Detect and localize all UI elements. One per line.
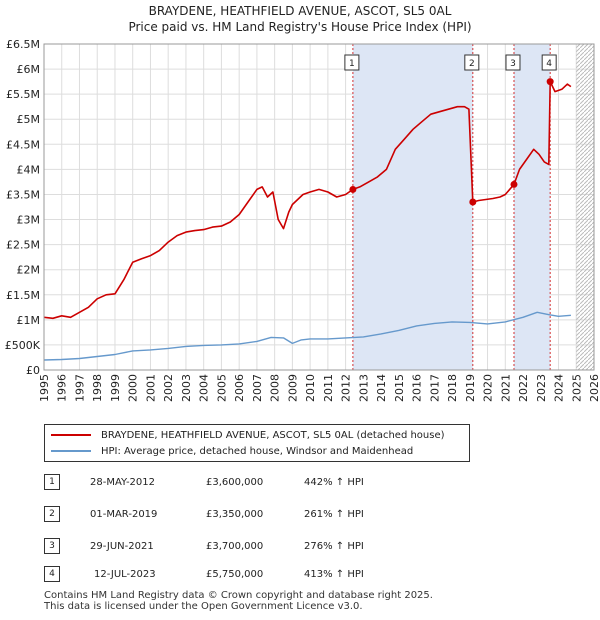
sale-hpi-change: 276% ↑ HPI [304, 541, 364, 552]
x-tick-label: 2018 [446, 374, 459, 402]
sale-price: £3,600,000 [206, 477, 264, 488]
x-tick-label: 2005 [215, 374, 228, 402]
ownership-span [352, 44, 473, 370]
x-tick-label: 2014 [375, 374, 388, 402]
sale-price: £3,700,000 [206, 541, 264, 552]
x-tick-label: 2026 [588, 374, 600, 402]
x-tick-label: 2009 [286, 374, 299, 402]
x-tick-label: 1995 [38, 374, 51, 402]
sale-hpi-change: 413% ↑ HPI [304, 569, 364, 580]
sale-point [469, 198, 477, 206]
y-tick-label: £3M [17, 214, 41, 227]
sale-price: £3,350,000 [206, 509, 264, 520]
sale-label-box [505, 54, 521, 71]
sale-number-badge: 2 [44, 506, 60, 522]
sale-number-badge: 1 [44, 474, 60, 490]
y-tick-label: £2.5M [6, 239, 40, 252]
footer-copyright: Contains HM Land Registry data © Crown c… [44, 590, 433, 601]
x-tick-label: 2017 [428, 374, 441, 402]
sale-hpi-change: 261% ↑ HPI [304, 509, 364, 520]
y-tick-label: £5.5M [6, 88, 40, 101]
x-tick-label: 2006 [233, 374, 246, 402]
y-tick-label: £4M [17, 163, 41, 176]
y-tick-label: £0 [26, 364, 40, 377]
plot-frame [43, 43, 595, 371]
property-price-line [44, 80, 572, 320]
y-tick-label: £6.5M [6, 38, 40, 51]
footer-licence: This data is licensed under the Open Gov… [44, 601, 363, 612]
x-tick-label: 2023 [535, 374, 548, 402]
chart-subtitle: Price paid vs. HM Land Registry's House … [128, 20, 472, 34]
x-tick-label: 2021 [499, 374, 512, 402]
sale-date: 01-MAR-2019 [90, 509, 158, 520]
x-tick-label: 2012 [340, 374, 353, 402]
x-tick-label: 2001 [144, 374, 157, 402]
sales-table-row: 1 28-MAY-2012 £3,600,000 442% ↑ HPI [44, 474, 464, 490]
hpi-line [44, 311, 571, 361]
x-tick-label: 2011 [322, 374, 335, 402]
sale-label-number: 1 [349, 59, 355, 69]
sale-label-box [464, 54, 480, 71]
sales-table-row: 4 12-JUL-2023 £5,750,000 413% ↑ HPI [44, 566, 464, 582]
y-tick-label: £1M [17, 314, 41, 327]
y-tick-label: £3.5M [6, 188, 40, 201]
x-tick-label: 2022 [517, 374, 530, 402]
legend-label-property: BRAYDENE, HEATHFIELD AVENUE, ASCOT, SL5 … [101, 430, 445, 441]
x-tick-label: 2016 [411, 374, 424, 402]
sale-date: 12-JUL-2023 [94, 569, 156, 580]
x-tick-label: 2020 [482, 374, 495, 402]
y-tick-label: £1.5M [6, 289, 40, 302]
sale-point [349, 185, 357, 193]
x-tick-label: 2008 [269, 374, 282, 402]
sale-label-box [344, 54, 360, 71]
x-tick-label: 2024 [553, 374, 566, 402]
sale-label-number: 4 [546, 59, 552, 69]
y-tick-label: £2M [17, 264, 41, 277]
x-tick-label: 2003 [180, 374, 193, 402]
sale-point [546, 78, 554, 86]
sale-label-number: 2 [469, 59, 475, 69]
sale-label-number: 3 [510, 59, 516, 69]
x-tick-label: 1996 [56, 374, 69, 402]
sale-date: 28-MAY-2012 [90, 477, 156, 488]
sale-price: £5,750,000 [206, 569, 264, 580]
legend-swatch-property [51, 434, 91, 436]
sale-hpi-change: 442% ↑ HPI [304, 477, 364, 488]
y-tick-label: £6M [17, 63, 41, 76]
legend-item-property: BRAYDENE, HEATHFIELD AVENUE, ASCOT, SL5 … [51, 429, 445, 443]
sales-table-row: 3 29-JUN-2021 £3,700,000 276% ↑ HPI [44, 538, 464, 554]
legend-item-hpi: HPI: Average price, detached house, Wind… [51, 445, 413, 459]
x-tick-label: 1997 [73, 374, 86, 402]
sale-number-badge: 4 [44, 566, 60, 582]
x-tick-label: 2025 [570, 374, 583, 402]
x-tick-label: 2010 [304, 374, 317, 402]
x-tick-label: 2019 [464, 374, 477, 402]
legend: BRAYDENE, HEATHFIELD AVENUE, ASCOT, SL5 … [44, 424, 470, 462]
chart-title: BRAYDENE, HEATHFIELD AVENUE, ASCOT, SL5 … [148, 4, 452, 18]
legend-label-hpi: HPI: Average price, detached house, Wind… [101, 446, 414, 457]
ownership-span [513, 44, 551, 370]
sale-date: 29-JUN-2021 [90, 541, 154, 552]
x-tick-label: 2007 [251, 374, 264, 402]
x-tick-label: 2015 [393, 374, 406, 402]
price-chart: 1 2 3 4 £0 £500K £1M £1.5M £2M £2.5M £3M £3.5M £4M £… [5, 38, 600, 402]
x-tick-label: 2000 [127, 374, 140, 402]
x-tick-label: 2013 [357, 374, 370, 402]
x-tick-label: 2002 [162, 374, 175, 402]
y-tick-label: £4.5M [6, 138, 40, 151]
y-tick-label: £5M [17, 113, 41, 126]
future-hatch [576, 44, 594, 370]
y-tick-label: £500K [5, 339, 41, 352]
sales-table-row: 2 01-MAR-2019 £3,350,000 261% ↑ HPI [44, 506, 464, 522]
x-tick-label: 1999 [109, 374, 122, 402]
sale-number-badge: 3 [44, 538, 60, 554]
sale-point [510, 180, 518, 188]
sale-label-box [541, 54, 557, 71]
x-tick-label: 2004 [198, 374, 211, 402]
legend-swatch-hpi [51, 450, 91, 452]
x-tick-label: 1998 [91, 374, 104, 402]
